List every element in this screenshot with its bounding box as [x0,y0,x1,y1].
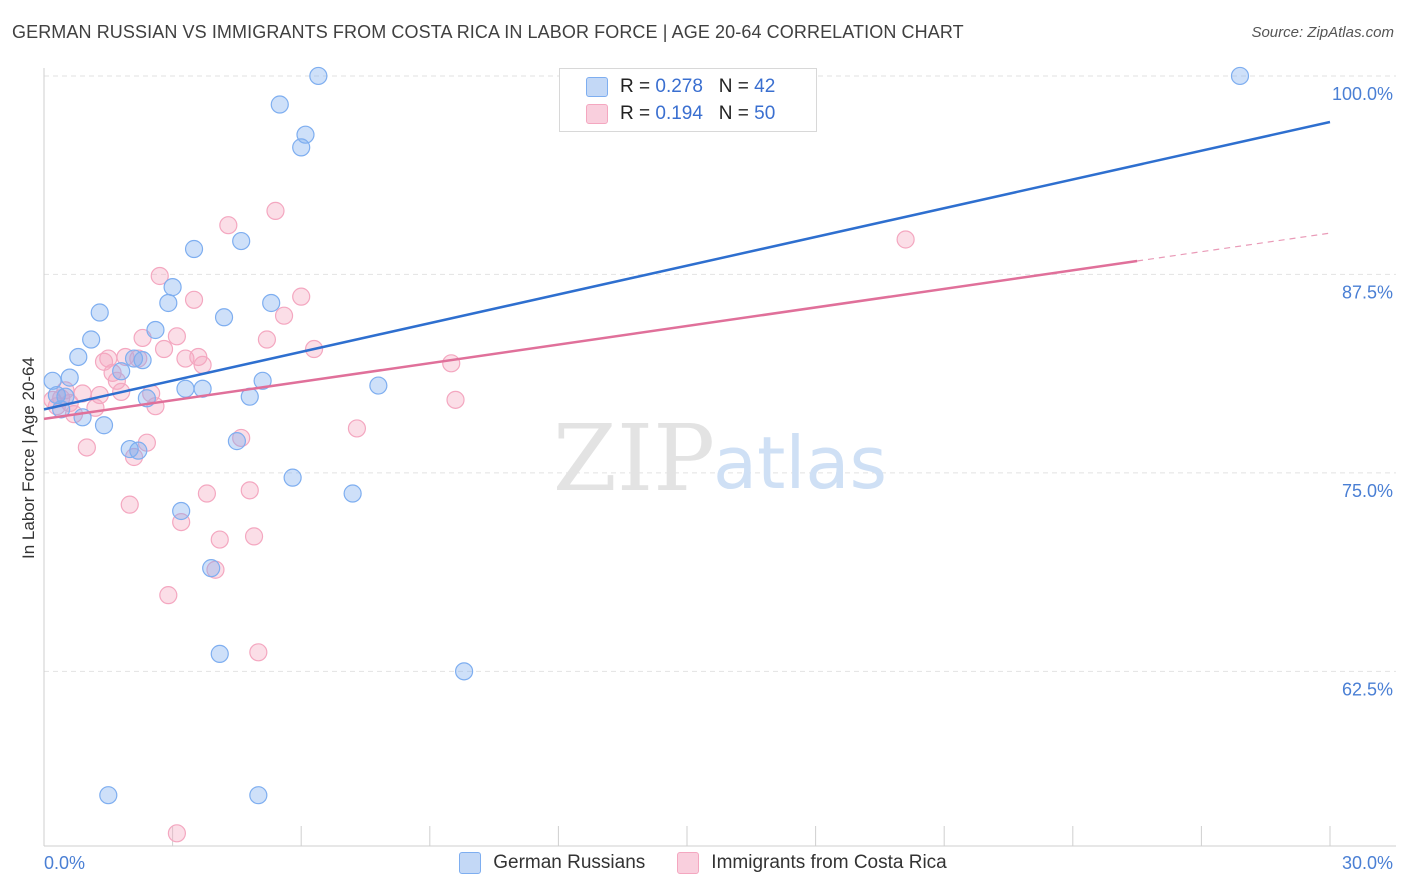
point-german-russians [146,320,165,340]
legend-n-value: 50 [754,103,776,124]
trend-line-costa-rica [43,259,1138,421]
point-german-russians [227,432,246,451]
watermark-zip: ZIP [553,405,715,512]
series-legend-german-russians[interactable]: German Russians [459,852,645,874]
point-german-russians [214,308,234,327]
point-german-russians [90,303,109,322]
legend-r-label: R = [620,76,651,97]
axes [43,68,1396,847]
point-german-russians [184,239,204,259]
point-costa-rica [442,354,461,373]
series-legend: German Russians Immigrants from Costa Ri… [0,852,1406,874]
legend-swatch-blue [586,77,608,97]
point-costa-rica [159,586,178,605]
trend-line-costa-rica-extrapolated [1137,232,1331,262]
point-costa-rica [292,287,311,306]
point-german-russians [112,362,131,381]
legend-r-value: 0.194 [655,103,703,124]
series-german-russians [43,66,1250,805]
point-german-russians [343,484,362,503]
point-german-russians [82,330,101,349]
point-costa-rica [266,201,285,220]
point-german-russians [163,278,182,297]
x-tick-label-min: 0.0% [44,853,85,873]
point-costa-rica [184,290,204,309]
point-german-russians [232,231,251,251]
trend-lines [43,120,1331,421]
point-costa-rica [240,481,259,500]
tick-labels: 100.0% 87.5% 75.0% 62.5% 0.0% 30.0% [44,84,1393,873]
legend-n-label: N = [718,76,749,97]
point-costa-rica [347,419,367,438]
point-costa-rica [167,327,186,346]
point-costa-rica [120,495,139,514]
point-costa-rica [244,527,264,546]
point-german-russians [454,662,474,681]
point-german-russians [270,95,289,114]
watermark-atlas: atlas [713,421,887,505]
legend-row-german-russians: R = 0.278 N = 42 [586,75,775,99]
point-german-russians [1230,66,1250,86]
legend-swatch-pink [586,104,608,124]
point-german-russians [133,351,152,370]
point-costa-rica [154,339,174,359]
series-legend-costa-rica[interactable]: Immigrants from Costa Rica [677,852,947,874]
point-costa-rica [257,330,277,349]
point-german-russians [210,644,229,663]
point-german-russians [249,786,268,805]
series-swatch-pink [677,852,700,874]
point-costa-rica [193,355,212,375]
legend-r-value: 0.278 [655,76,703,97]
point-german-russians [43,371,62,390]
trend-line-german-russians [43,120,1331,411]
point-costa-rica [274,306,294,325]
point-german-russians [202,559,221,578]
point-costa-rica [446,390,465,409]
point-german-russians [369,376,388,395]
y-tick-label: 87.5% [1342,282,1393,302]
legend-row-costa-rica: R = 0.194 N = 50 [586,102,775,126]
point-costa-rica [150,266,169,286]
watermark: ZIP atlas [553,405,887,512]
point-german-russians [253,371,272,390]
series-swatch-blue [459,852,482,874]
point-costa-rica [197,484,216,503]
point-german-russians [262,293,281,313]
correlation-legend: R = 0.278 N = 42 R = 0.194 N = 50 [559,68,817,132]
y-tick-label: 62.5% [1342,679,1393,699]
point-german-russians [296,125,315,144]
y-tick-label: 75.0% [1342,481,1393,501]
legend-n-value: 42 [754,76,776,97]
point-costa-rica [77,438,96,457]
point-costa-rica [210,530,229,549]
point-costa-rica [219,216,238,235]
point-german-russians [283,468,302,487]
point-german-russians [94,416,114,435]
point-german-russians [159,293,178,313]
y-tick-label: 100.0% [1332,84,1393,104]
point-costa-rica [167,824,186,843]
source-label: Source: ZipAtlas.com [1251,24,1394,41]
point-german-russians [176,379,195,398]
y-axis-label: In Labor Force | Age 20-64 [19,357,38,559]
chart-title: GERMAN RUSSIAN VS IMMIGRANTS FROM COSTA … [12,22,964,42]
point-costa-rica [896,230,915,249]
x-tick-label-max: 30.0% [1342,853,1393,873]
point-german-russians [129,441,148,460]
point-german-russians [99,786,118,805]
series-label: Immigrants from Costa Rica [711,852,947,873]
gridlines [44,75,1396,672]
series-label: German Russians [493,852,646,873]
point-german-russians [60,368,79,387]
point-german-russians [172,501,191,521]
point-german-russians [69,347,88,367]
legend-n-label: N = [718,103,749,124]
point-costa-rica [249,643,268,662]
legend-r-label: R = [620,103,651,124]
point-german-russians [309,66,328,86]
